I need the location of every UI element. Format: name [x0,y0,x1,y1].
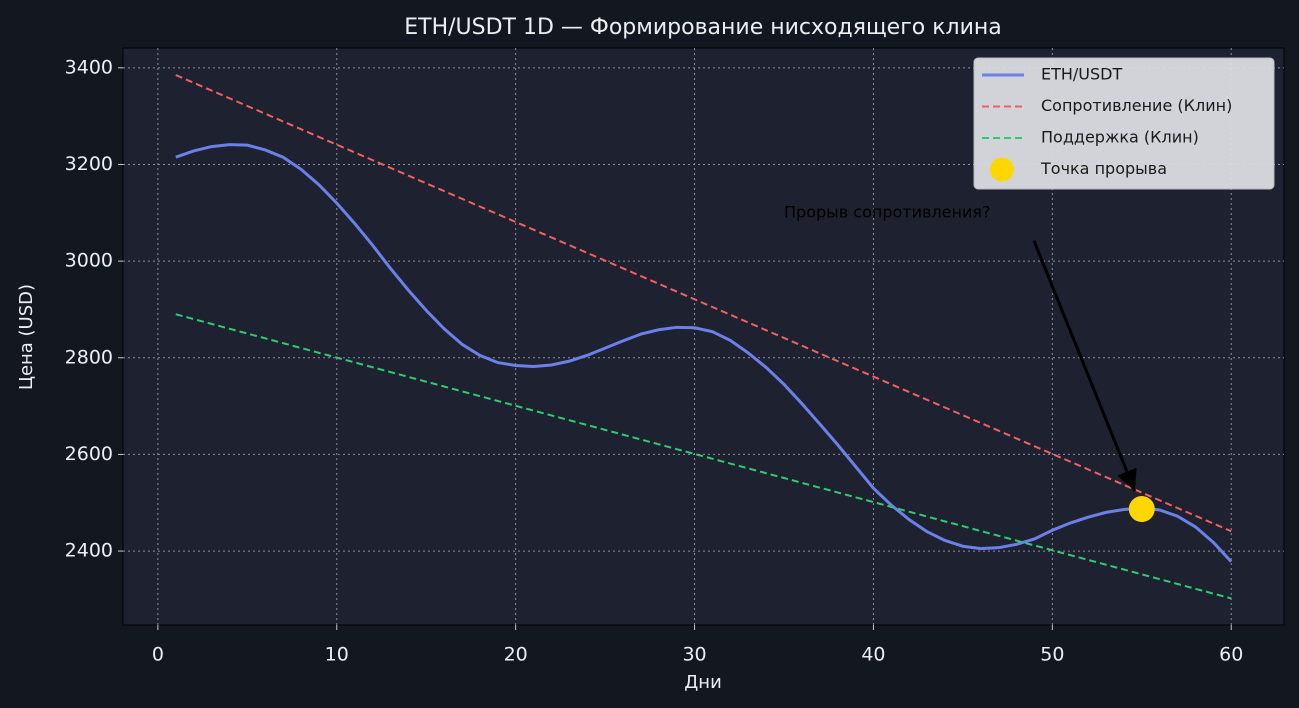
price-line [175,143,1233,563]
x-tick-label: 10 [325,644,349,666]
x-tick-label: 0 [152,644,164,666]
x-tick-label: 20 [504,644,528,666]
y-tick-label: 2800 [65,346,113,368]
annotation-text: Прорыв сопротивления? [784,202,990,221]
legend-marker [990,157,1014,182]
x-tick-label: 30 [682,644,706,666]
breakout-point [1128,496,1155,523]
x-tick-label: 40 [861,644,885,666]
y-tick-label: 3000 [65,250,113,272]
y-axis-label: Цена (USD) [16,284,37,390]
legend-box [973,57,1275,190]
chart-title: ETH/USDT 1D — Формирование нисходящего к… [404,15,1001,40]
trend-line [175,74,1232,533]
legend-label: ETH/USDT [1041,65,1122,84]
y-tick-label: 3200 [65,153,113,175]
x-tick-label: 50 [1040,644,1064,666]
legend-label: Сопротивление (Клин) [1041,96,1232,115]
x-tick-label: 60 [1219,644,1243,666]
x-axis-label: Дни [684,672,722,693]
legend-label: Точка прорыва [1040,159,1167,178]
y-tick-label: 2600 [65,443,113,465]
trend-line [175,313,1232,600]
y-tick-label: 2400 [65,540,113,562]
legend: ETH/USDT Сопротивление (Клин) Поддержка (К… [973,57,1275,190]
annotation-arrow [1032,240,1137,492]
y-tick-label: 3400 [65,56,113,78]
legend-label: Поддержка (Клин) [1041,128,1199,147]
